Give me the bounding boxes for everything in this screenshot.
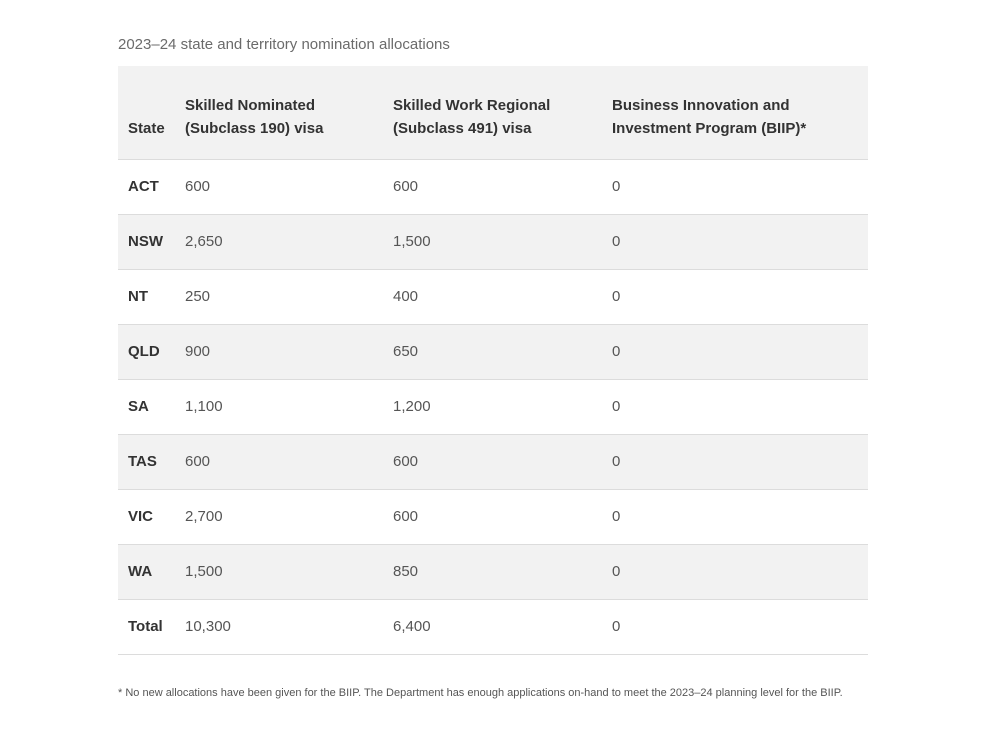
table-row: ACT 600 600 0 [118, 159, 868, 215]
table-row: SA 1,100 1,200 0 [118, 379, 868, 435]
subclass-190-cell: 1,500 [175, 544, 383, 600]
table-header: State Skilled Nominated (Subclass 190) v… [118, 66, 868, 160]
subclass-190-cell: 900 [175, 324, 383, 380]
subclass-491-cell: 1,500 [383, 214, 602, 270]
allocations-table: State Skilled Nominated (Subclass 190) v… [118, 66, 868, 655]
biip-cell: 0 [602, 159, 868, 215]
state-cell: QLD [118, 324, 175, 380]
biip-cell: 0 [602, 324, 868, 380]
subclass-491-cell: 850 [383, 544, 602, 600]
biip-cell: 0 [602, 434, 868, 490]
biip-cell: 0 [602, 379, 868, 435]
state-cell: SA [118, 379, 175, 435]
total-row: Total 10,300 6,400 0 [118, 599, 868, 655]
table-row: WA 1,500 850 0 [118, 544, 868, 600]
biip-cell: 0 [602, 544, 868, 600]
footnote: * No new allocations have been given for… [118, 687, 843, 699]
header-state: State [118, 66, 175, 160]
total-label-cell: Total [118, 599, 175, 655]
table-caption: 2023–24 state and territory nomination a… [118, 36, 450, 53]
header-subclass-491: Skilled Work Regional (Subclass 491) vis… [383, 66, 602, 160]
subclass-491-cell: 600 [383, 434, 602, 490]
state-cell: NT [118, 269, 175, 325]
subclass-190-cell: 2,700 [175, 489, 383, 545]
subclass-190-cell: 600 [175, 159, 383, 215]
subclass-190-cell: 250 [175, 269, 383, 325]
subclass-491-cell: 1,200 [383, 379, 602, 435]
header-biip: Business Innovation and Investment Progr… [602, 66, 868, 160]
table-row: VIC 2,700 600 0 [118, 489, 868, 545]
biip-cell: 0 [602, 214, 868, 270]
header-row: State Skilled Nominated (Subclass 190) v… [118, 66, 868, 160]
header-subclass-190: Skilled Nominated (Subclass 190) visa [175, 66, 383, 160]
biip-total-cell: 0 [602, 599, 868, 655]
subclass-491-cell: 600 [383, 159, 602, 215]
subclass-190-cell: 1,100 [175, 379, 383, 435]
subclass-491-cell: 600 [383, 489, 602, 545]
subclass-491-cell: 650 [383, 324, 602, 380]
subclass-491-cell: 400 [383, 269, 602, 325]
biip-cell: 0 [602, 269, 868, 325]
subclass-190-cell: 600 [175, 434, 383, 490]
state-cell: VIC [118, 489, 175, 545]
state-cell: ACT [118, 159, 175, 215]
table-body: ACT 600 600 0 NSW 2,650 1,500 0 NT 250 4… [118, 159, 868, 655]
table-row: QLD 900 650 0 [118, 324, 868, 380]
biip-cell: 0 [602, 489, 868, 545]
table-row: NT 250 400 0 [118, 269, 868, 325]
table-row: NSW 2,650 1,500 0 [118, 214, 868, 270]
table-row: TAS 600 600 0 [118, 434, 868, 490]
subclass-190-cell: 2,650 [175, 214, 383, 270]
state-cell: TAS [118, 434, 175, 490]
subclass-190-total-cell: 10,300 [175, 599, 383, 655]
subclass-491-total-cell: 6,400 [383, 599, 602, 655]
state-cell: WA [118, 544, 175, 600]
state-cell: NSW [118, 214, 175, 270]
